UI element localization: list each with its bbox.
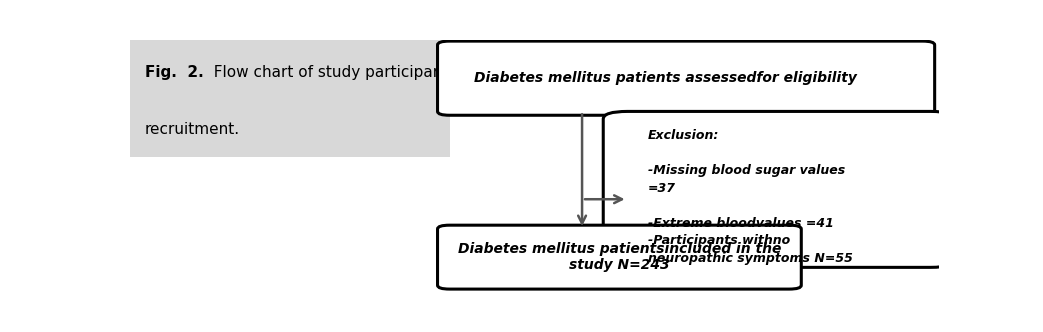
Text: Exclusion:

-Missing blood sugar values
=37

-Extreme bloodvalues =41
-Participa: Exclusion: -Missing blood sugar values =…	[648, 129, 852, 265]
FancyBboxPatch shape	[438, 225, 801, 289]
Text: Fig.  2.: Fig. 2.	[145, 65, 203, 80]
Text: Diabetes mellitus patientsincluded in the
study N=243: Diabetes mellitus patientsincluded in th…	[458, 242, 781, 272]
Text: Diabetes mellitus patients assessedfor eligibility: Diabetes mellitus patients assessedfor e…	[474, 71, 856, 85]
Text: recruitment.: recruitment.	[145, 122, 240, 137]
FancyBboxPatch shape	[130, 40, 450, 157]
Text: Flow chart of study participants': Flow chart of study participants'	[204, 65, 461, 80]
FancyBboxPatch shape	[438, 41, 935, 115]
FancyBboxPatch shape	[603, 112, 955, 267]
